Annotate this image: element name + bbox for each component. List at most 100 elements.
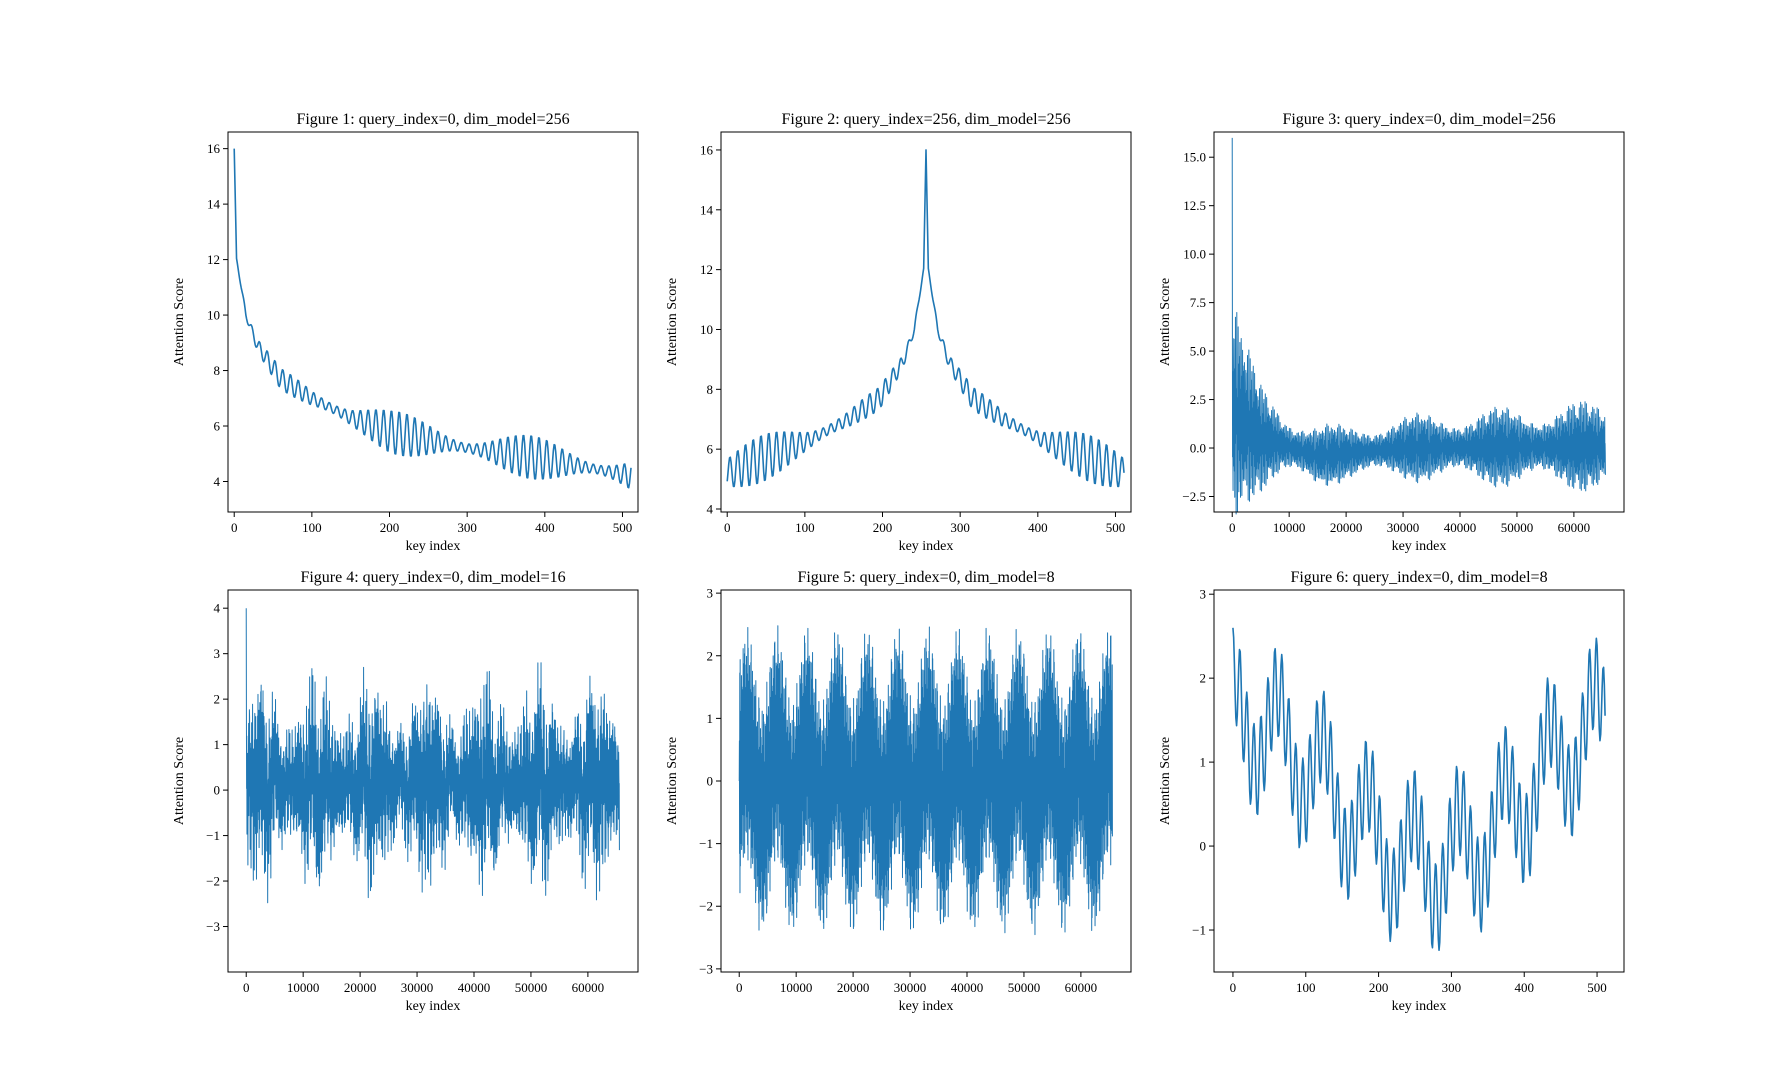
- x-tick-label: 50000: [1501, 520, 1534, 535]
- y-tick-label: 10: [207, 308, 220, 323]
- y-tick-label: 1: [707, 711, 714, 726]
- y-tick-label: 10.0: [1183, 247, 1206, 262]
- axes-frame: [720, 131, 1132, 513]
- y-tick-label: 5.0: [1190, 344, 1206, 359]
- y-tick-label: 0: [214, 783, 221, 798]
- y-tick-label: 8: [707, 382, 714, 397]
- x-tick-label: 60000: [1065, 980, 1098, 995]
- x-tick-label: 20000: [837, 980, 870, 995]
- x-axis-label: key index: [406, 539, 461, 554]
- x-tick-label: 40000: [1444, 520, 1477, 535]
- x-tick-label: 0: [736, 980, 743, 995]
- x-tick-label: 40000: [951, 980, 984, 995]
- series-line-attention: [233, 148, 632, 489]
- chart-panel-4: 0 10000 20000 30000 40000 50000 60000 −3 −2 −1 0 1 2…: [172, 569, 639, 1014]
- x-tick-label: 500: [1106, 520, 1126, 535]
- y-axis-label: Attention Score: [665, 737, 680, 825]
- x-tick-label: 100: [795, 520, 815, 535]
- x-tick-label: 10000: [780, 980, 813, 995]
- x-tick-label: 0: [1229, 520, 1236, 535]
- chart-title: Figure 2: query_index=256, dim_model=256: [781, 111, 1070, 128]
- y-tick-label: 4: [707, 502, 714, 517]
- chart-panel-2: 0 100 200 300 400 500 4 6 8 10 12 14 16 Figure 2: que…: [665, 111, 1132, 554]
- y-tick-label: 0.0: [1190, 441, 1206, 456]
- y-tick-label: 3: [214, 646, 221, 661]
- chart-title: Figure 5: query_index=0, dim_model=8: [797, 569, 1054, 586]
- x-tick-label: 30000: [401, 980, 434, 995]
- x-tick-label: 0: [1230, 980, 1237, 995]
- axes-frame: [1213, 131, 1625, 513]
- x-axis-label: key index: [899, 999, 954, 1014]
- chart-title: Figure 1: query_index=0, dim_model=256: [296, 111, 569, 128]
- series-line-attention: [738, 625, 1113, 936]
- x-tick-label: 300: [950, 520, 970, 535]
- x-axis-label: key index: [899, 539, 954, 554]
- x-tick-label: 200: [380, 520, 400, 535]
- x-tick-label: 400: [535, 520, 555, 535]
- x-tick-label: 40000: [458, 980, 491, 995]
- series-line-attention: [245, 608, 620, 904]
- y-axis-label: Attention Score: [665, 278, 680, 366]
- y-tick-label: 0: [1200, 839, 1207, 854]
- x-tick-label: 500: [1587, 980, 1607, 995]
- x-tick-label: 0: [243, 980, 250, 995]
- x-tick-label: 200: [873, 520, 893, 535]
- x-tick-label: 300: [457, 520, 477, 535]
- y-tick-label: −1: [699, 836, 713, 851]
- y-axis-label: Attention Score: [1158, 737, 1173, 825]
- y-tick-label: 6: [214, 419, 221, 434]
- y-tick-label: −2: [206, 874, 220, 889]
- y-tick-label: 2: [707, 648, 714, 663]
- y-tick-label: 1: [1200, 755, 1207, 770]
- x-tick-label: 300: [1442, 980, 1462, 995]
- y-tick-label: −3: [699, 961, 713, 976]
- series-line-attention: [1231, 137, 1606, 515]
- y-tick-label: 14: [700, 202, 714, 217]
- axes-frame: [1213, 589, 1625, 973]
- chart-panel-5: 0 10000 20000 30000 40000 50000 60000 −3 −2 −1 0 1 2…: [665, 569, 1132, 1014]
- x-tick-label: 60000: [1558, 520, 1591, 535]
- x-tick-label: 500: [613, 520, 633, 535]
- y-tick-label: 2.5: [1190, 392, 1206, 407]
- x-tick-label: 200: [1369, 980, 1389, 995]
- y-tick-label: 7.5: [1190, 295, 1206, 310]
- y-axis-label: Attention Score: [172, 737, 187, 825]
- chart-title: Figure 6: query_index=0, dim_model=8: [1290, 569, 1547, 586]
- y-tick-label: −1: [1192, 923, 1206, 938]
- x-tick-label: 10000: [1273, 520, 1306, 535]
- x-tick-label: 400: [1028, 520, 1048, 535]
- chart-title: Figure 3: query_index=0, dim_model=256: [1282, 111, 1555, 128]
- series-line-attention: [1232, 627, 1606, 952]
- y-tick-label: 12: [207, 252, 220, 267]
- y-tick-label: 4: [214, 601, 221, 616]
- y-tick-label: 14: [207, 197, 221, 212]
- y-tick-label: 12.5: [1183, 198, 1206, 213]
- chart-title: Figure 4: query_index=0, dim_model=16: [300, 569, 565, 586]
- x-tick-label: 0: [724, 520, 731, 535]
- y-tick-label: 8: [214, 363, 221, 378]
- x-tick-label: 400: [1514, 980, 1534, 995]
- x-tick-label: 60000: [572, 980, 605, 995]
- y-tick-label: −2.5: [1182, 489, 1206, 504]
- y-tick-label: −2: [699, 899, 713, 914]
- x-axis-label: key index: [406, 999, 461, 1014]
- y-tick-label: −1: [206, 828, 220, 843]
- x-tick-label: 20000: [344, 980, 377, 995]
- x-tick-label: 50000: [1008, 980, 1041, 995]
- y-tick-label: 2: [214, 692, 221, 707]
- y-tick-label: 15.0: [1183, 150, 1206, 165]
- y-tick-label: 12: [700, 262, 713, 277]
- y-tick-label: 4: [214, 474, 221, 489]
- y-tick-label: 16: [700, 142, 714, 157]
- y-tick-label: 3: [707, 586, 714, 601]
- x-axis-label: key index: [1392, 539, 1447, 554]
- y-axis-label: Attention Score: [172, 278, 187, 366]
- y-tick-label: 1: [214, 737, 221, 752]
- x-tick-label: 0: [231, 520, 238, 535]
- y-tick-label: 10: [700, 322, 713, 337]
- axes-frame: [227, 589, 639, 973]
- series-line-attention: [726, 149, 1125, 488]
- axes-frame: [227, 131, 639, 513]
- x-axis-label: key index: [1392, 999, 1447, 1014]
